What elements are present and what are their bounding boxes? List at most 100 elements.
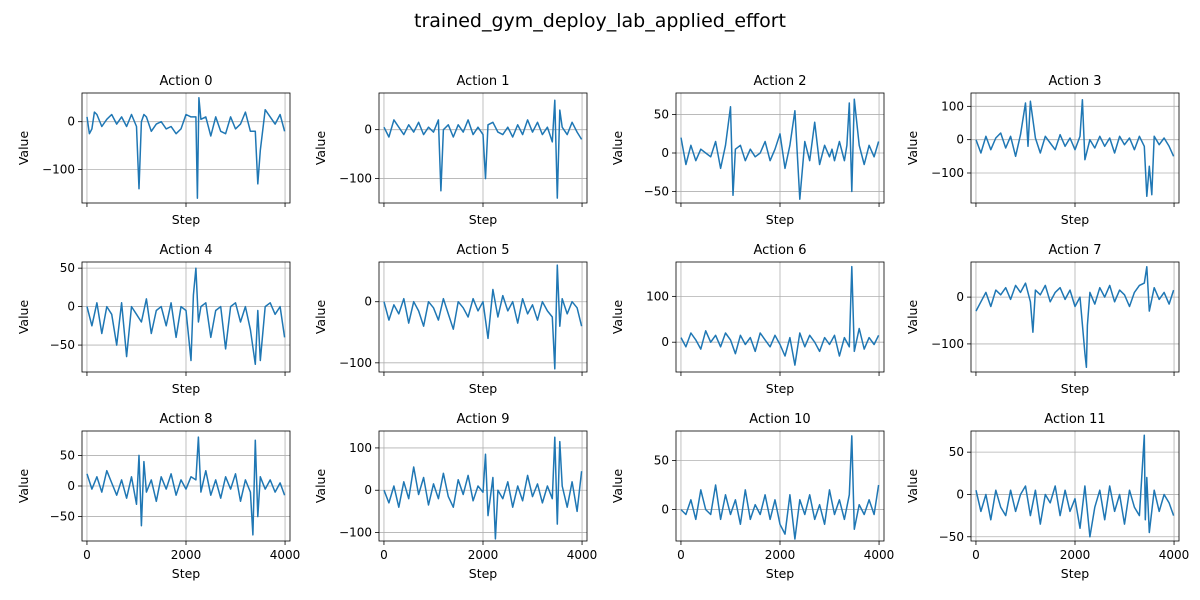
x-axis-label: Step [172,212,201,227]
y-axis-label: Value [313,469,328,504]
y-axis-label: Value [16,469,31,504]
subplot-title: Action 3 [1048,74,1101,89]
y-tick-label: −100 [42,163,75,177]
x-tick-label: 2000 [171,548,202,562]
x-axis-label: Step [1061,381,1090,396]
series-line [975,434,1175,538]
x-axis-label: Step [766,212,795,227]
x-tick-label: 2000 [765,548,796,562]
subplot-title: Action 6 [753,243,806,258]
x-axis-label: Step [766,566,795,581]
subplot-title: Action 7 [1048,243,1101,258]
y-tick-label: −50 [50,510,75,524]
y-tick-label: 0 [364,123,372,137]
y-tick-label: −100 [339,172,372,186]
subplot-11: 50 0 −50 0 2000 4000 Action 11 Step Value [905,412,1189,581]
x-axis-label: Step [469,212,498,227]
y-tick-label: 0 [661,335,669,349]
y-axis-label: Value [16,300,31,335]
y-tick-label: −100 [339,526,372,540]
subplot-10: 50 0 0 2000 4000 Action 10 Step Value [610,412,894,581]
x-axis-label: Step [469,566,498,581]
y-tick-label: 100 [646,289,669,303]
series-line [86,267,286,366]
y-tick-label: −50 [939,530,964,544]
y-tick-label: −100 [931,166,964,180]
subplot-6: 100 0 Action 6 Step Value [610,243,885,396]
subplot-title: Action 1 [456,74,509,89]
x-axis-label: Step [172,381,201,396]
x-tick-label: 4000 [567,548,598,562]
subplot-2: 50 0 −50 Action 2 Step Value [610,74,885,227]
y-tick-label: −50 [50,338,75,352]
subplot-title: Action 8 [159,412,212,427]
series-line [680,98,880,200]
y-tick-label: 100 [941,99,964,113]
y-axis-label: Value [610,300,625,335]
subplot-title: Action 11 [1044,412,1105,427]
x-axis-label: Step [1061,212,1090,227]
subplot-0: 0 −100 Action 0 Step Value [16,74,291,227]
x-tick-label: 0 [972,548,980,562]
y-tick-label: 0 [661,503,669,517]
y-tick-label: 0 [364,483,372,497]
subplot-8: 50 0 −50 0 2000 4000 Action 8 Step Value [16,412,300,581]
x-tick-label: 2000 [1060,548,1091,562]
y-axis-label: Value [610,131,625,166]
y-tick-label: −100 [931,337,964,351]
subplot-3: 100 0 −100 Action 3 Step Value [905,74,1180,227]
subplot-9: 100 0 −100 0 2000 4000 Action 9 Step Value [313,412,597,581]
x-tick-label: 2000 [468,548,499,562]
subplot-title: Action 2 [753,74,806,89]
y-tick-label: 0 [67,479,75,493]
y-tick-label: 0 [956,290,964,304]
y-tick-label: 50 [654,108,669,122]
x-axis-label: Step [172,566,201,581]
subplot-4: 50 0 −50 Action 4 Step Value [16,243,291,396]
series-line [975,98,1175,198]
y-axis-label: Value [313,300,328,335]
subplot-7: 0 −100 Action 7 Step Value [905,243,1180,396]
series-line [680,265,880,366]
x-axis-label: Step [766,381,795,396]
x-axis-label: Step [1061,566,1090,581]
series-line [383,99,583,199]
series-line [86,97,286,199]
y-tick-label: 0 [956,133,964,147]
y-tick-label: 0 [67,300,75,314]
subplot-title: Action 4 [159,243,212,258]
series-line [975,265,1175,369]
y-axis-label: Value [313,131,328,166]
x-tick-label: 0 [380,548,388,562]
y-axis-label: Value [905,131,920,166]
y-axis-label: Value [610,469,625,504]
series-line [383,264,583,370]
x-tick-label: 4000 [270,548,301,562]
x-tick-label: 4000 [1159,548,1190,562]
y-tick-label: 100 [349,441,372,455]
subplot-title: Action 10 [749,412,810,427]
x-tick-label: 4000 [864,548,895,562]
y-tick-label: 50 [654,453,669,467]
y-tick-label: 50 [60,448,75,462]
x-tick-label: 0 [677,548,685,562]
y-tick-label: −100 [339,356,372,370]
y-tick-label: 0 [956,487,964,501]
y-tick-label: 50 [60,261,75,275]
subplot-title: Action 0 [159,74,212,89]
y-tick-label: 0 [364,295,372,309]
y-tick-label: 0 [661,146,669,160]
subplot-title: Action 9 [456,412,509,427]
subplot-5: 0 −100 Action 5 Step Value [313,243,588,396]
x-axis-label: Step [469,381,498,396]
y-tick-label: 0 [67,115,75,129]
y-axis-label: Value [905,469,920,504]
subplot-title: Action 5 [456,243,509,258]
y-tick-label: −50 [644,184,669,198]
chart-title: trained_gym_deploy_lab_applied_effort [414,10,786,32]
subplot-1: 0 −100 Action 1 Step Value [313,74,588,227]
series-line [86,436,286,536]
series-line [383,436,583,540]
